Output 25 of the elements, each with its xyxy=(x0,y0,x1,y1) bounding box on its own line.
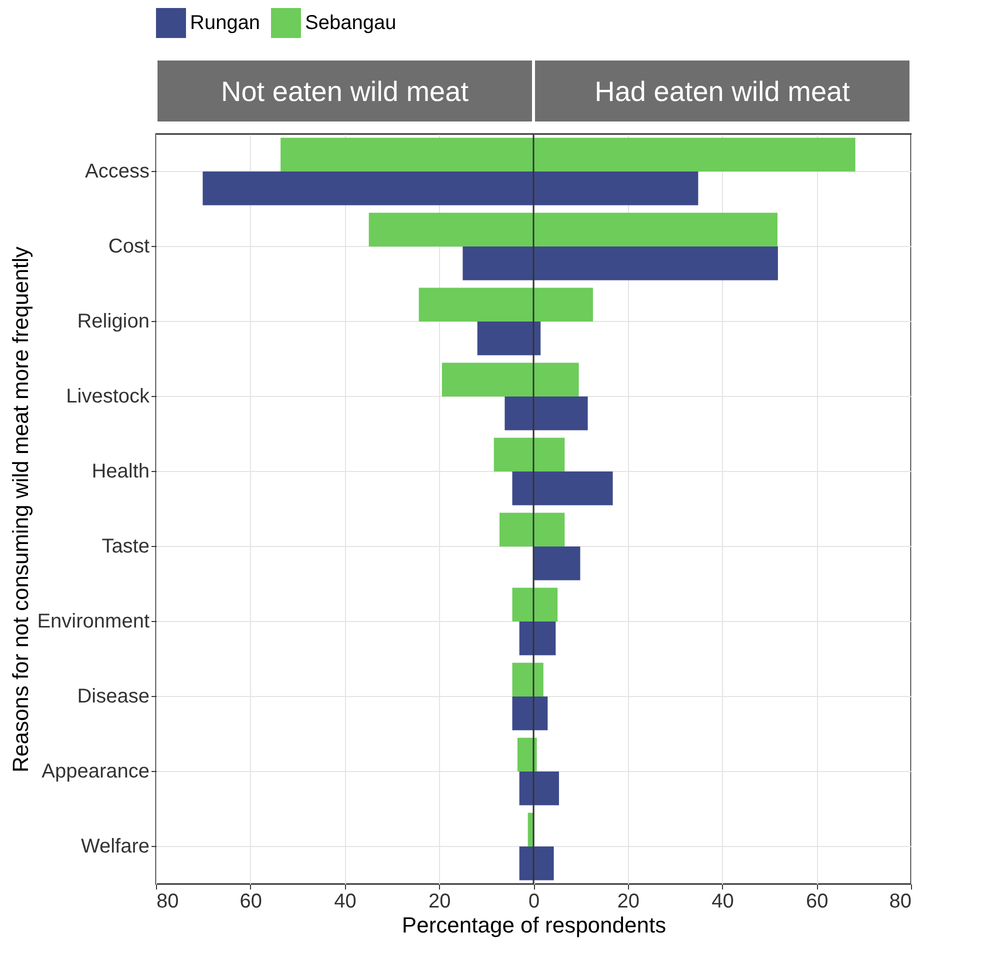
x-tick-label: 20 xyxy=(428,890,451,912)
y-tick-label: Religion xyxy=(77,310,150,332)
x-tick-label: 0 xyxy=(528,890,540,912)
x-axis-title: Percentage of respondents xyxy=(402,912,666,938)
y-tick-label: Welfare xyxy=(80,836,150,858)
y-tick-label: Health xyxy=(92,460,150,482)
y-tick-label: Taste xyxy=(102,536,150,558)
x-tick-label: 80 xyxy=(889,890,912,912)
x-tick-label: 80 xyxy=(156,890,179,912)
y-tick-label: Disease xyxy=(77,686,150,708)
legend-label: Sebangau xyxy=(305,12,396,34)
legend-label: Rungan xyxy=(190,12,260,34)
y-tick-label: Access xyxy=(85,160,150,182)
x-tick-label: 20 xyxy=(617,890,640,912)
y-axis-title: Reasons for not consuming wild meat more frequently xyxy=(8,246,34,772)
x-tick-label: 40 xyxy=(712,890,734,912)
text: Had eaten wild meat xyxy=(594,76,850,107)
y-tick-label: Environment xyxy=(37,610,150,632)
text: Not eaten wild meat xyxy=(221,76,469,107)
x-tick-label: 60 xyxy=(240,890,262,912)
y-tick-label: Appearance xyxy=(42,760,150,782)
x-tick-label: 60 xyxy=(806,890,828,912)
y-tick-label: Livestock xyxy=(66,386,150,408)
x-tick-label: 40 xyxy=(334,890,356,912)
y-tick-label: Cost xyxy=(108,236,150,258)
